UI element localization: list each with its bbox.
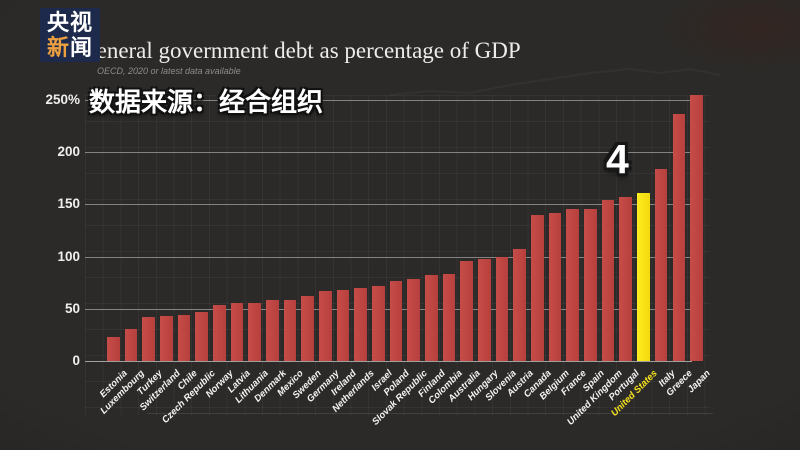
- bar-japan: [690, 94, 703, 361]
- major-gridline: [85, 256, 692, 258]
- rank-annotation: 4: [606, 136, 629, 182]
- bar-germany: [319, 291, 332, 361]
- y-tick-label: 0: [72, 353, 80, 368]
- bar-australia: [460, 260, 473, 361]
- bar-highlight-united-states: [637, 192, 650, 361]
- bar-estonia: [107, 337, 120, 361]
- bar-canada: [531, 214, 544, 361]
- y-tick-label: 50: [64, 300, 80, 316]
- bar-poland: [389, 280, 403, 361]
- bar-norway: [213, 304, 226, 361]
- bar-israel: [372, 285, 385, 361]
- bar-italy: [654, 168, 668, 361]
- background-watermark-patch: [660, 0, 800, 70]
- major-gridline: [85, 204, 692, 206]
- bar-slovenia: [495, 256, 509, 361]
- data-source-overlay-cn: 数据来源：经合组织: [89, 87, 324, 117]
- bar-finland: [425, 275, 438, 361]
- major-gridline: [85, 308, 692, 310]
- chart-subtitle: OECD, 2020 or latest data available: [97, 66, 241, 76]
- bar-hungary: [478, 258, 491, 361]
- chart-title: General government debt as percentage of…: [80, 38, 521, 63]
- major-gridline: [85, 152, 692, 154]
- bar-belgium: [548, 212, 562, 361]
- major-gridline: [85, 100, 692, 101]
- bar-netherlands: [354, 287, 367, 361]
- bar-greece: [672, 113, 685, 361]
- bar-latvia: [230, 302, 244, 361]
- bar-mexico: [283, 300, 297, 361]
- bar-colombia: [442, 274, 456, 361]
- bar-ireland: [336, 290, 350, 361]
- y-tick-label: 100: [57, 248, 80, 264]
- bar-chile: [177, 315, 191, 361]
- x-axis-baseline: [85, 361, 692, 362]
- bar-czech-republic: [195, 311, 208, 361]
- bar-austria: [513, 249, 526, 361]
- bar-turkey: [142, 317, 155, 361]
- bar-sweden: [301, 296, 314, 361]
- bar-denmark: [266, 300, 279, 361]
- bar-lithuania: [248, 302, 261, 361]
- y-tick-label: 250%: [45, 92, 80, 107]
- bar-portugal: [619, 197, 632, 361]
- bar-series: [107, 94, 703, 361]
- bar-united-kingdom: [601, 200, 615, 361]
- bar-luxembourg: [124, 328, 138, 361]
- cctv-news-logo: 央视 新闻: [40, 8, 100, 62]
- bar-switzerland: [160, 316, 173, 361]
- footer-divider-line: [147, 413, 713, 414]
- logo-line-1: 央视: [46, 10, 93, 35]
- bar-slovak-republic: [407, 278, 420, 361]
- bar-spain: [584, 208, 597, 361]
- y-tick-label: 150: [57, 196, 80, 212]
- bar-france: [566, 208, 579, 361]
- logo-line-2: 新闻: [46, 35, 94, 60]
- y-tick-label: 200: [57, 144, 80, 160]
